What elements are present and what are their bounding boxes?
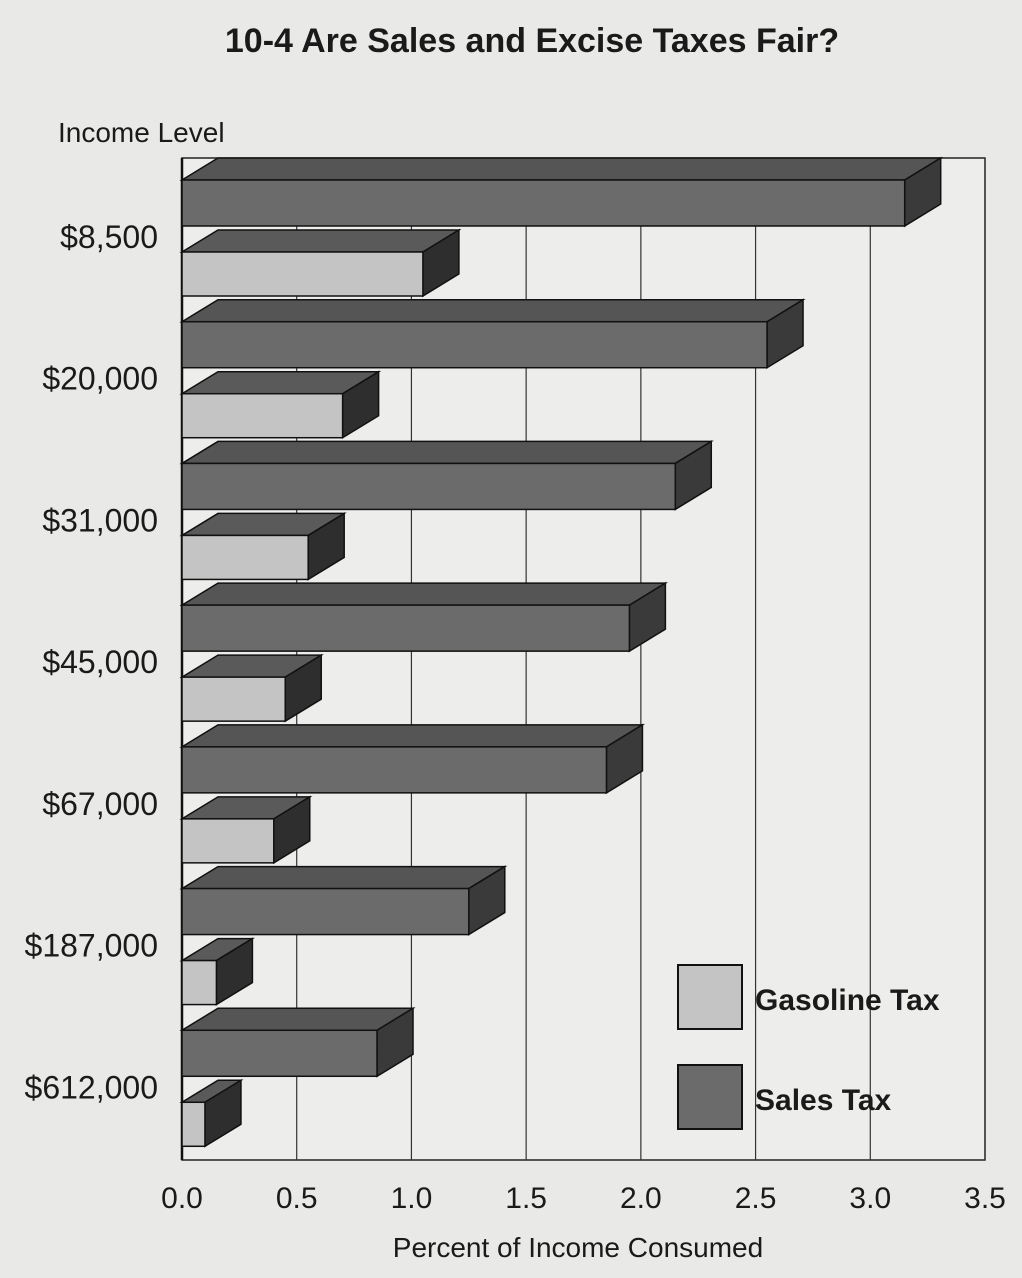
x-tick-label: 3.5 — [964, 1182, 1006, 1215]
gasoline-tax-bar — [179, 512, 347, 581]
legend-label: Gasoline Tax — [755, 984, 940, 1017]
sales-tax-bar — [179, 298, 806, 370]
category-label: $67,000 — [42, 786, 158, 822]
x-tick-label: 2.0 — [620, 1182, 662, 1215]
x-tick-labels: 0.0 0.5 1.0 1.5 2.0 2.5 3.0 3.5 — [161, 1182, 1006, 1215]
category-label: $20,000 — [42, 361, 158, 397]
category-label: $187,000 — [25, 928, 158, 964]
gasoline-tax-bar — [179, 1078, 244, 1148]
sales-tax-bar — [179, 723, 646, 795]
sales-tax-bar — [179, 156, 944, 228]
legend-swatch — [677, 964, 743, 1030]
category-label: $31,000 — [42, 502, 158, 538]
category-label: $8,500 — [60, 219, 158, 255]
x-tick-label: 1.5 — [505, 1182, 547, 1215]
gasoline-tax-bar — [179, 937, 256, 1006]
x-tick-label: 2.5 — [735, 1182, 777, 1215]
gasoline-tax-bar — [179, 795, 313, 865]
category-labels: $8,500 $20,000 $31,000 $45,000 $67,000 $187,0… — [25, 219, 158, 1105]
sales-tax-bar — [179, 581, 669, 653]
sales-tax-bar — [179, 440, 714, 511]
gasoline-tax-bar — [179, 228, 462, 298]
gasoline-tax-bar — [179, 653, 324, 723]
legend-label: Sales Tax — [755, 1084, 892, 1117]
chart-title: 10-4 Are Sales and Excise Taxes Fair? — [225, 22, 839, 60]
x-tick-label: 0.0 — [161, 1182, 203, 1215]
x-axis-label: Percent of Income Consumed — [393, 1232, 763, 1263]
sales-tax-bar — [179, 1006, 416, 1078]
legend: Gasoline Tax Sales Tax — [677, 964, 940, 1130]
y-axis-label: Income Level — [58, 117, 225, 148]
bars-group — [179, 156, 944, 1148]
sales-tax-bar — [179, 865, 508, 936]
category-label: $612,000 — [25, 1069, 158, 1105]
category-label: $45,000 — [42, 644, 158, 680]
x-tick-label: 3.0 — [849, 1182, 891, 1215]
gasoline-tax-bar — [179, 370, 382, 440]
x-tick-label: 1.0 — [391, 1182, 433, 1215]
legend-swatch — [677, 1064, 743, 1130]
x-tick-label: 0.5 — [276, 1182, 318, 1215]
